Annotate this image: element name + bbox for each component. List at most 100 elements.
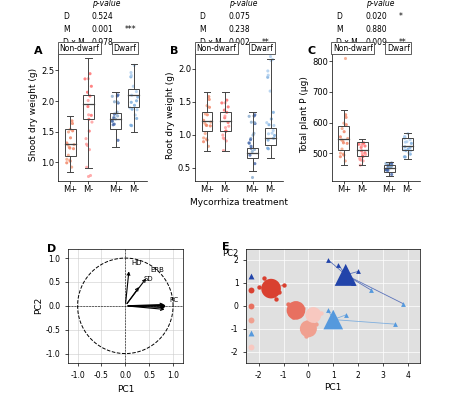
Point [270, 135, 277, 142]
Point [85, 128, 93, 134]
Point [248, 143, 255, 149]
Text: p-value: p-value [92, 0, 120, 8]
Point [343, 140, 351, 146]
Point [359, 153, 367, 160]
Point [248, 145, 255, 152]
Point [200, 138, 207, 145]
Point [337, 150, 344, 156]
Point [251, 146, 258, 153]
Text: **: ** [262, 38, 269, 47]
Point [66, 126, 74, 133]
Point [68, 164, 75, 171]
Text: M: M [199, 25, 206, 34]
Point [264, 68, 272, 74]
Point [69, 120, 76, 127]
Point [85, 116, 92, 122]
Point [222, 124, 229, 131]
Point [405, 150, 413, 156]
Text: D x M: D x M [336, 38, 358, 47]
Point [200, 135, 207, 141]
Point [63, 140, 71, 146]
Point [84, 89, 91, 95]
Point [359, 153, 366, 160]
Point [407, 151, 414, 157]
Point [127, 99, 135, 106]
Point [267, 57, 275, 64]
Point [402, 139, 409, 145]
Point [133, 115, 141, 122]
Point [400, 147, 407, 153]
Point [388, 162, 396, 169]
Point [356, 156, 364, 163]
Point [358, 141, 366, 148]
Text: 0.001: 0.001 [92, 25, 113, 34]
Point [109, 93, 116, 100]
Point [401, 133, 408, 140]
Point [339, 125, 346, 132]
Point [206, 123, 214, 129]
Point [66, 145, 74, 151]
Point [269, 130, 276, 136]
Point [130, 62, 138, 69]
Point [388, 160, 396, 166]
Point [358, 142, 366, 149]
Point [201, 130, 209, 137]
Point [246, 140, 253, 146]
Point [85, 97, 92, 104]
Point [401, 144, 409, 150]
Point [260, 275, 267, 282]
Point [339, 138, 347, 144]
Point [251, 112, 259, 118]
Point [399, 300, 407, 307]
Point [406, 136, 414, 143]
Point [114, 137, 122, 144]
Point [65, 129, 72, 135]
Point [342, 111, 349, 118]
Point [342, 55, 349, 62]
Point [280, 282, 287, 288]
Point [88, 119, 96, 125]
Point [404, 131, 411, 137]
Point [312, 321, 319, 327]
Point [220, 107, 228, 113]
Point [81, 75, 89, 82]
Point [334, 261, 342, 268]
Text: RC: RC [170, 297, 179, 303]
Point [202, 122, 210, 128]
Point [220, 135, 228, 142]
Text: E: E [222, 242, 229, 252]
Point [108, 118, 116, 124]
Point [129, 83, 137, 89]
Point [71, 141, 78, 148]
Point [337, 153, 344, 160]
Point [83, 141, 90, 147]
Point [267, 285, 275, 292]
Text: 0.238: 0.238 [229, 25, 250, 34]
Point [111, 121, 118, 127]
Point [202, 111, 209, 117]
Point [361, 143, 369, 149]
Point [248, 344, 255, 350]
Point [225, 123, 233, 129]
Bar [83, 95, 94, 120]
Point [349, 279, 357, 286]
Point [113, 111, 120, 117]
Text: *: * [398, 12, 402, 21]
Point [342, 272, 349, 278]
Point [355, 141, 362, 148]
Point [221, 115, 228, 121]
Point [384, 162, 392, 169]
Point [388, 163, 395, 170]
Text: A: A [34, 47, 42, 56]
Point [247, 136, 255, 143]
Point [342, 114, 350, 121]
Point [338, 137, 345, 143]
Point [205, 93, 212, 100]
Point [265, 146, 272, 152]
Text: M: M [336, 25, 343, 34]
Text: 0.075: 0.075 [229, 12, 251, 21]
Point [114, 100, 122, 106]
Point [114, 99, 121, 105]
Point [203, 122, 210, 129]
Point [222, 128, 230, 134]
